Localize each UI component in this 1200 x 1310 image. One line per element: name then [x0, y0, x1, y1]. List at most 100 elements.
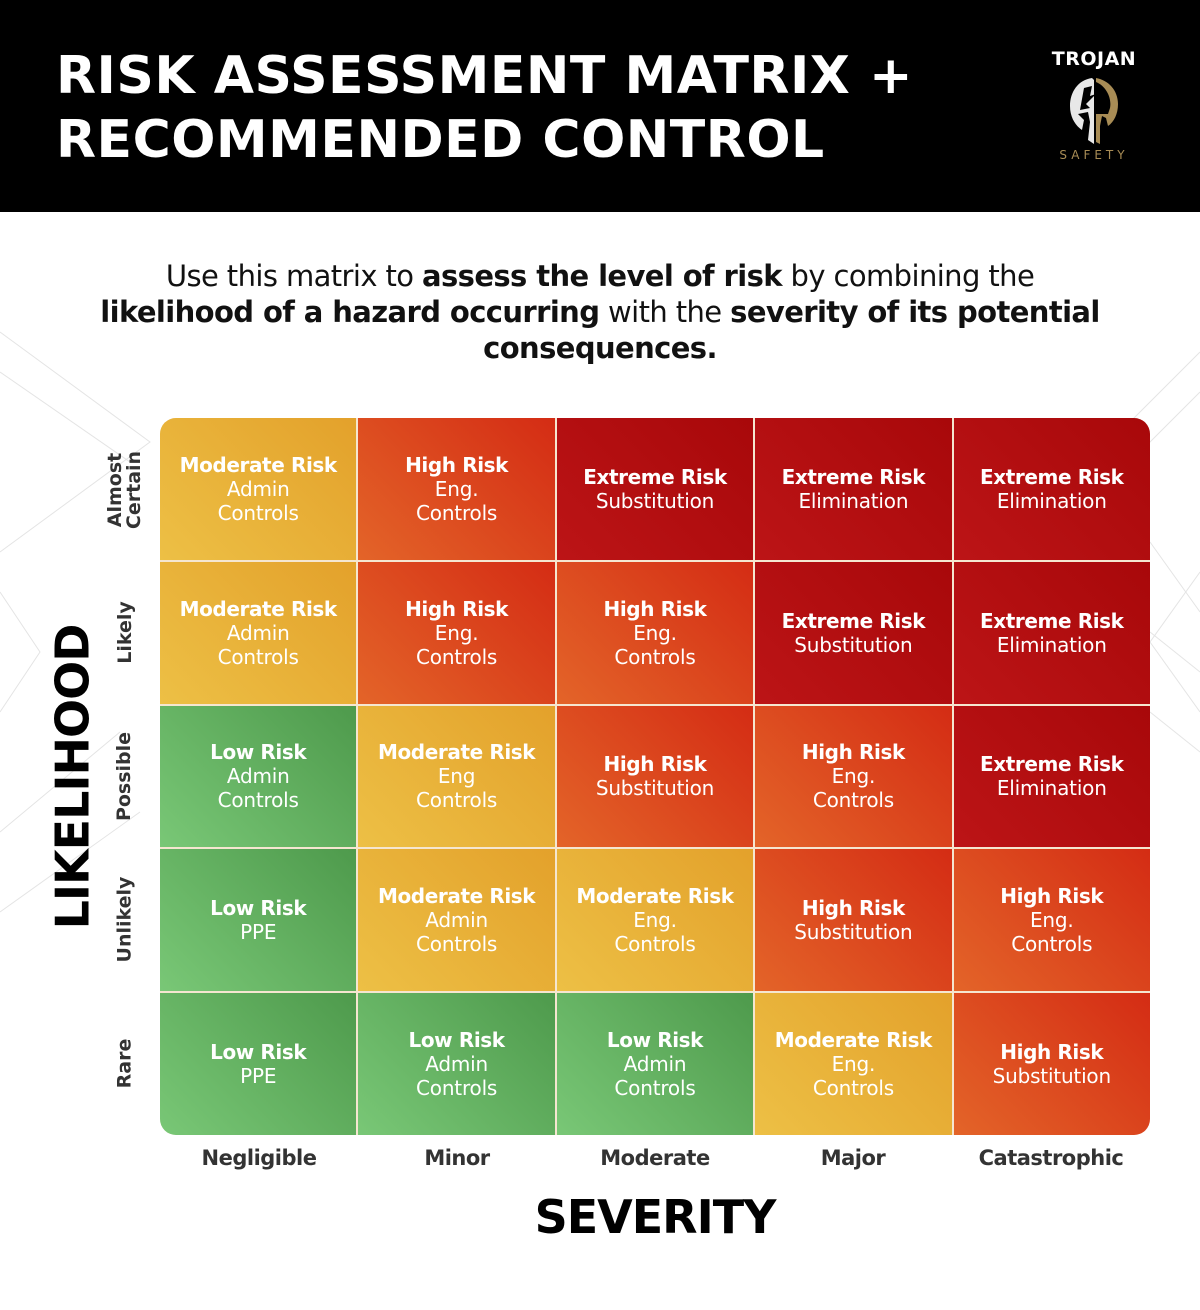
matrix-cell: High Risk Substitution	[953, 993, 1150, 1135]
recommended-control-label: PPE	[240, 1064, 277, 1089]
matrix-cell: High Risk Eng. Controls	[358, 561, 555, 704]
risk-level-label: Moderate Risk	[377, 884, 536, 909]
col-label-moderate: Moderate	[600, 1146, 710, 1170]
risk-level-label: Extreme Risk	[781, 608, 926, 633]
risk-level-label: Low Risk	[210, 1040, 307, 1065]
risk-level-label: Low Risk	[408, 1028, 506, 1053]
risk-level-label: Extreme Risk	[979, 464, 1124, 489]
recommended-control-label: Admin Controls	[614, 1052, 696, 1101]
recommended-control-label: Admin Controls	[217, 764, 299, 813]
risk-level-label: Moderate Risk	[179, 452, 338, 477]
intro-text-4: likelihood of a hazard occurring	[100, 295, 600, 329]
recommended-control-label: Substitution	[794, 920, 913, 945]
likelihood-label: LIKELIHOOD	[45, 624, 99, 929]
matrix-cell: High Risk Eng. Controls	[556, 561, 754, 704]
matrix-cell: Low Risk PPE	[160, 993, 357, 1135]
intro-text-3: by combining the	[781, 259, 1035, 293]
matrix-cell: Moderate Risk Admin Controls	[160, 561, 357, 704]
risk-level-label: High Risk	[1000, 1040, 1104, 1065]
page-title: RISK ASSESSMENT MATRIX + RECOMMENDED CON…	[56, 44, 956, 172]
risk-level-label: Moderate Risk	[377, 740, 536, 765]
risk-level-label: Extreme Risk	[781, 464, 926, 489]
row-label-text: Unlikely	[113, 876, 136, 963]
matrix-cell: High Risk Substitution	[755, 849, 952, 992]
matrix-cell: Low Risk Admin Controls	[556, 993, 754, 1135]
intro-text-2: assess the level of risk	[422, 259, 783, 293]
recommended-control-label: Eng. Controls	[1011, 908, 1093, 957]
matrix-cell: Moderate Risk Eng. Controls	[556, 849, 754, 992]
matrix-cell: High Risk Substitution	[556, 705, 754, 848]
recommended-control-label: Eng. Controls	[614, 620, 696, 669]
recommended-control-label: Eng. Controls	[416, 476, 498, 525]
recommended-control-label: Admin Controls	[217, 476, 299, 525]
row-label-rare: Rare	[100, 992, 150, 1135]
matrix-cell: High Risk Eng. Controls	[358, 418, 555, 560]
matrix-cell: Moderate Risk Eng. Controls	[755, 993, 952, 1135]
risk-level-label: Low Risk	[210, 740, 307, 765]
row-label-unlikely: Unlikely	[100, 848, 150, 991]
recommended-control-label: Admin Controls	[217, 620, 299, 669]
matrix-cell: Extreme Risk Elimination	[755, 418, 952, 560]
risk-level-label: High Risk	[405, 452, 509, 477]
matrix-cell: Extreme Risk Elimination	[953, 418, 1150, 560]
risk-level-label: Moderate Risk	[774, 1028, 933, 1053]
header-banner: RISK ASSESSMENT MATRIX + RECOMMENDED CON…	[0, 0, 1200, 212]
recommended-control-label: Elimination	[996, 488, 1107, 513]
intro-text-1: Use this matrix to	[165, 259, 423, 293]
col-label-major: Major	[820, 1146, 886, 1170]
matrix-cell: Moderate Risk Eng Controls	[358, 705, 555, 848]
recommended-control-label: Elimination	[996, 632, 1107, 657]
intro-text-5: with the	[599, 295, 731, 329]
matrix-cell: Moderate Risk Admin Controls	[358, 849, 555, 992]
risk-level-label: Low Risk	[606, 1028, 704, 1053]
matrix-cell: High Risk Eng. Controls	[755, 705, 952, 848]
risk-level-label: High Risk	[801, 740, 905, 765]
row-label-possible: Possible	[100, 705, 150, 848]
logo-wordmark-bottom: SAFETY	[1059, 148, 1129, 162]
col-label-catastrophic: Catastrophic	[978, 1146, 1124, 1170]
matrix-cell: Low Risk Admin Controls	[358, 993, 555, 1135]
risk-level-label: Low Risk	[210, 896, 307, 921]
row-label-likely: Likely	[100, 561, 150, 704]
recommended-control-label: Substitution	[794, 632, 913, 657]
risk-level-label: Extreme Risk	[979, 752, 1124, 777]
matrix-cell: Moderate Risk Admin Controls	[160, 418, 357, 560]
recommended-control-label: Eng. Controls	[812, 1052, 894, 1101]
recommended-control-label: Eng. Controls	[416, 620, 498, 669]
risk-level-label: Extreme Risk	[583, 464, 727, 489]
recommended-control-label: Substitution	[595, 488, 715, 513]
recommended-control-label: Substitution	[992, 1064, 1112, 1089]
trojan-safety-logo: TROJAN SAFETY	[1036, 48, 1152, 166]
risk-level-label: High Risk	[801, 896, 905, 921]
recommended-control-label: PPE	[240, 920, 277, 945]
matrix-cell: Extreme Risk Substitution	[556, 418, 754, 560]
matrix-cell: Extreme Risk Elimination	[953, 561, 1150, 704]
recommended-control-label: Admin Controls	[416, 908, 498, 957]
col-label-minor: Minor	[424, 1146, 490, 1170]
row-label-text: Rare	[113, 1038, 136, 1089]
risk-level-label: High Risk	[603, 752, 707, 777]
matrix-cell: High Risk Eng. Controls	[953, 849, 1150, 992]
risk-level-label: Extreme Risk	[979, 608, 1124, 633]
risk-level-label: Moderate Risk	[576, 884, 734, 909]
row-label-text: Possible	[113, 731, 136, 822]
recommended-control-label: Eng. Controls	[614, 908, 696, 957]
matrix-cell: Extreme Risk Substitution	[755, 561, 952, 704]
risk-level-label: High Risk	[603, 596, 707, 621]
intro-paragraph: Use this matrix to assess the level of r…	[100, 258, 1100, 366]
row-label-text: Likely	[113, 601, 136, 664]
title-line-2: RECOMMENDED CONTROL	[56, 110, 825, 170]
recommended-control-label: Elimination	[996, 776, 1107, 801]
recommended-control-label: Eng. Controls	[812, 764, 894, 813]
recommended-control-label: Elimination	[798, 488, 909, 513]
intro-text-6: severity of its potential consequences.	[483, 295, 1100, 365]
risk-level-label: High Risk	[1000, 884, 1104, 909]
row-label-almost-certain: Almost Certain	[100, 418, 150, 561]
risk-level-label: High Risk	[405, 596, 509, 621]
risk-level-label: Moderate Risk	[179, 596, 338, 621]
likelihood-axis-title: LIKELIHOOD	[42, 418, 102, 1135]
recommended-control-label: Eng Controls	[416, 764, 498, 813]
row-label-text: Almost Certain	[104, 450, 145, 529]
severity-column-labels: Negligible Minor Moderate Major Catastro…	[160, 1146, 1150, 1170]
recommended-control-label: Substitution	[595, 776, 715, 801]
